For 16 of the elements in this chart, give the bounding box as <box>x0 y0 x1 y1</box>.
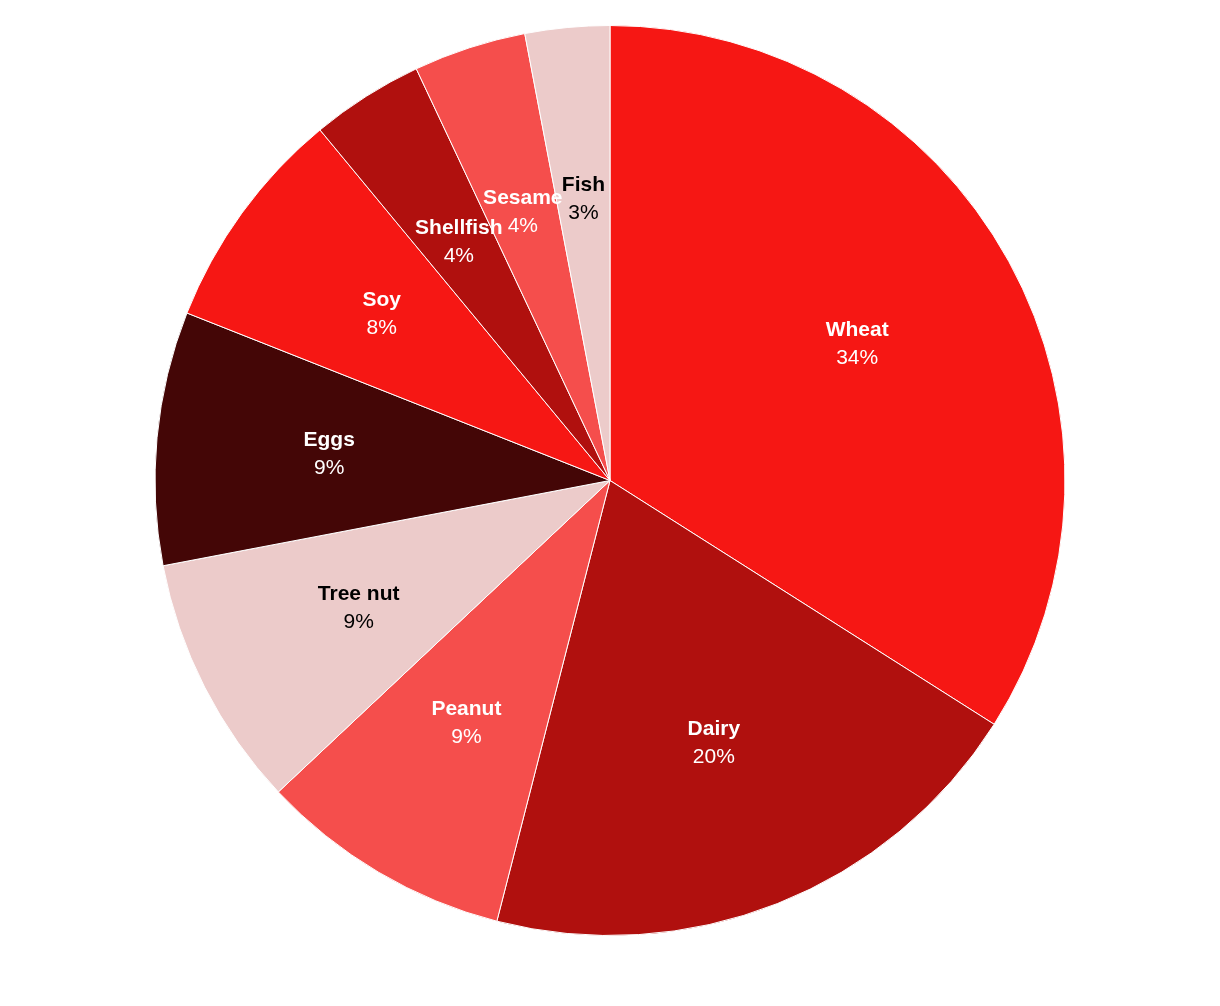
slice-label: Eggs <box>303 426 355 450</box>
slice-label: Dairy <box>687 715 741 739</box>
data-label: 20% <box>692 743 735 767</box>
data-label: 9% <box>313 454 345 478</box>
slice-label: Fish <box>561 172 606 196</box>
data-label: 9% <box>343 609 374 633</box>
data-label: 4% <box>507 213 539 236</box>
data-label: 8% <box>366 315 397 339</box>
data-label: 34% <box>836 345 879 369</box>
slice-label: Soy <box>362 287 402 311</box>
slice-label: Tree nut <box>317 581 400 605</box>
data-label: 3% <box>568 200 599 224</box>
slice-label: Peanut <box>431 696 502 720</box>
slice-label: Wheat <box>825 317 889 341</box>
data-label: 4% <box>443 243 475 267</box>
data-label: 9% <box>451 724 482 748</box>
